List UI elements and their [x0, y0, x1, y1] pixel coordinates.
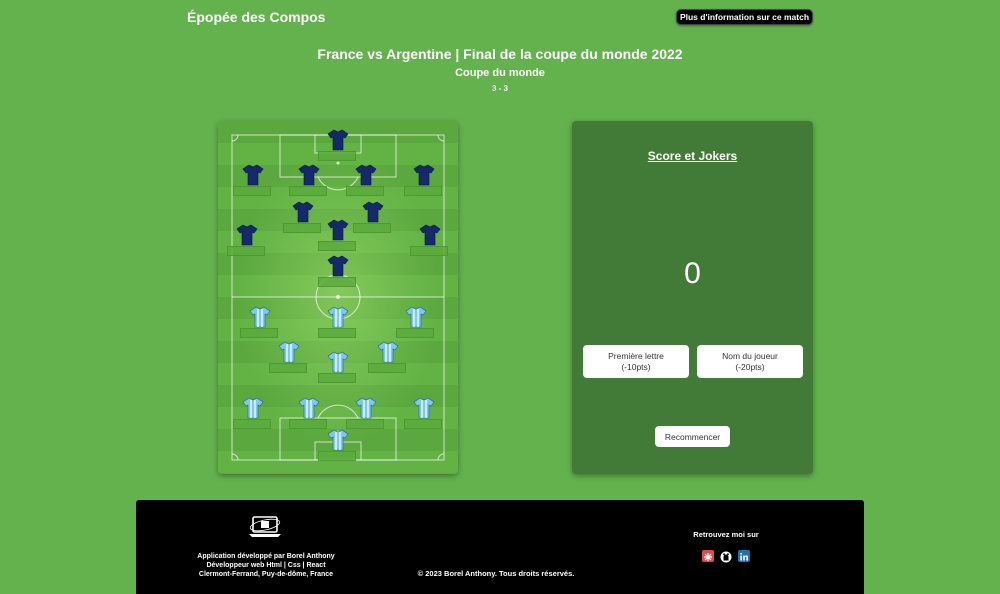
jersey-icon — [413, 397, 435, 419]
player-slot[interactable] — [283, 201, 321, 237]
player-slot[interactable] — [289, 397, 327, 433]
portfolio-icon[interactable] — [702, 550, 714, 562]
player-name-slot[interactable] — [233, 419, 271, 429]
player-slot[interactable] — [318, 255, 356, 291]
score-panel-title: Score et Jokers — [647, 149, 738, 163]
footer-description: Application développé par Borel Anthony … — [176, 552, 356, 579]
jersey-icon — [362, 201, 384, 223]
player-name-slot[interactable] — [404, 186, 442, 196]
player-name-slot[interactable] — [318, 373, 356, 383]
player-name-slot[interactable] — [318, 328, 356, 338]
jersey-icon — [327, 351, 349, 373]
player-slot[interactable] — [346, 397, 384, 433]
player-slot[interactable] — [269, 341, 307, 377]
joker-cost: (-20pts) — [735, 361, 765, 372]
jersey-icon — [298, 164, 320, 186]
jersey-icon — [242, 164, 264, 186]
player-name-slot[interactable] — [227, 246, 265, 256]
player-slot[interactable] — [318, 219, 356, 255]
restart-button[interactable]: Recommencer — [655, 426, 730, 447]
joker-cost: (-10pts) — [621, 361, 651, 372]
jersey-icon — [327, 129, 349, 151]
player-name-slot[interactable] — [233, 186, 271, 196]
jersey-icon — [327, 306, 349, 328]
jersey-icon — [405, 306, 427, 328]
footer-desc-line: Clermont-Ferrand, Puy-de-dôme, France — [198, 571, 334, 578]
player-name-slot[interactable] — [368, 363, 406, 373]
player-slot[interactable] — [410, 224, 448, 260]
player-slot[interactable] — [289, 164, 327, 200]
player-slot[interactable] — [233, 397, 271, 433]
player-slot[interactable] — [368, 341, 406, 377]
jersey-icon — [327, 219, 349, 241]
player-name-slot[interactable] — [283, 223, 321, 233]
score-panel: Score et Jokers 0 Première lettre (-10pt… — [572, 121, 813, 474]
joker-player-name-button[interactable]: Nom du joueur (-20pts) — [697, 345, 803, 378]
jersey-icon — [292, 201, 314, 223]
brand-title[interactable]: Épopée des Compos — [187, 9, 326, 25]
jersey-icon — [377, 341, 399, 363]
jersey-icon — [355, 164, 377, 186]
player-slot[interactable] — [233, 164, 271, 200]
jersey-icon — [242, 397, 264, 419]
footer-copyright: © 2023 Borel Anthony. Tous droits réserv… — [417, 569, 575, 578]
player-slot[interactable] — [318, 306, 356, 342]
match-info-button[interactable]: Plus d'information sur ce match — [676, 9, 813, 25]
player-slot[interactable] — [318, 429, 356, 465]
score-value: 0 — [684, 257, 701, 290]
jersey-icon — [236, 224, 258, 246]
player-slot[interactable] — [404, 164, 442, 200]
jersey-icon — [327, 255, 349, 277]
footer-desc-line: Développeur web Html | Css | React — [206, 562, 326, 569]
player-name-slot[interactable] — [346, 186, 384, 196]
football-pitch — [218, 121, 458, 474]
jersey-icon — [249, 306, 271, 328]
player-slot[interactable] — [318, 351, 356, 387]
player-name-slot[interactable] — [353, 223, 391, 233]
footer-desc-line: Application développé par Borel Anthony — [197, 553, 335, 560]
player-slot[interactable] — [353, 201, 391, 237]
joker-first-letter-button[interactable]: Première lettre (-10pts) — [583, 345, 689, 378]
jersey-icon — [419, 224, 441, 246]
jersey-icon — [413, 164, 435, 186]
player-slot[interactable] — [227, 224, 265, 260]
player-slot[interactable] — [346, 164, 384, 200]
match-competition: Coupe du monde — [455, 67, 545, 79]
player-name-slot[interactable] — [240, 328, 278, 338]
joker-label: Première lettre — [608, 350, 664, 361]
match-score: 3 - 3 — [491, 84, 508, 93]
github-icon[interactable] — [720, 550, 732, 563]
linkedin-icon[interactable] — [738, 550, 750, 562]
jersey-icon — [355, 397, 377, 419]
player-slot[interactable] — [396, 306, 434, 342]
player-name-slot[interactable] — [410, 246, 448, 256]
jersey-icon — [298, 397, 320, 419]
player-slot[interactable] — [318, 129, 356, 165]
player-name-slot[interactable] — [318, 151, 356, 161]
player-name-slot[interactable] — [346, 419, 384, 429]
player-name-slot[interactable] — [318, 277, 356, 287]
player-name-slot[interactable] — [404, 419, 442, 429]
footer: Application développé par Borel Anthony … — [136, 500, 864, 594]
footer-social-title: Retrouvez moi sur — [693, 530, 759, 539]
player-slot[interactable] — [240, 306, 278, 342]
player-name-slot[interactable] — [396, 328, 434, 338]
player-name-slot[interactable] — [318, 451, 356, 461]
player-name-slot[interactable] — [269, 363, 307, 373]
player-name-slot[interactable] — [318, 241, 356, 251]
match-title: France vs Argentine | Final de la coupe … — [317, 46, 683, 62]
joker-label: Nom du joueur — [722, 350, 778, 361]
player-slot[interactable] — [404, 397, 442, 433]
laptop-logo-icon — [249, 516, 281, 537]
jersey-icon — [278, 341, 300, 363]
player-name-slot[interactable] — [289, 419, 327, 429]
jersey-icon — [327, 429, 349, 451]
player-name-slot[interactable] — [289, 186, 327, 196]
